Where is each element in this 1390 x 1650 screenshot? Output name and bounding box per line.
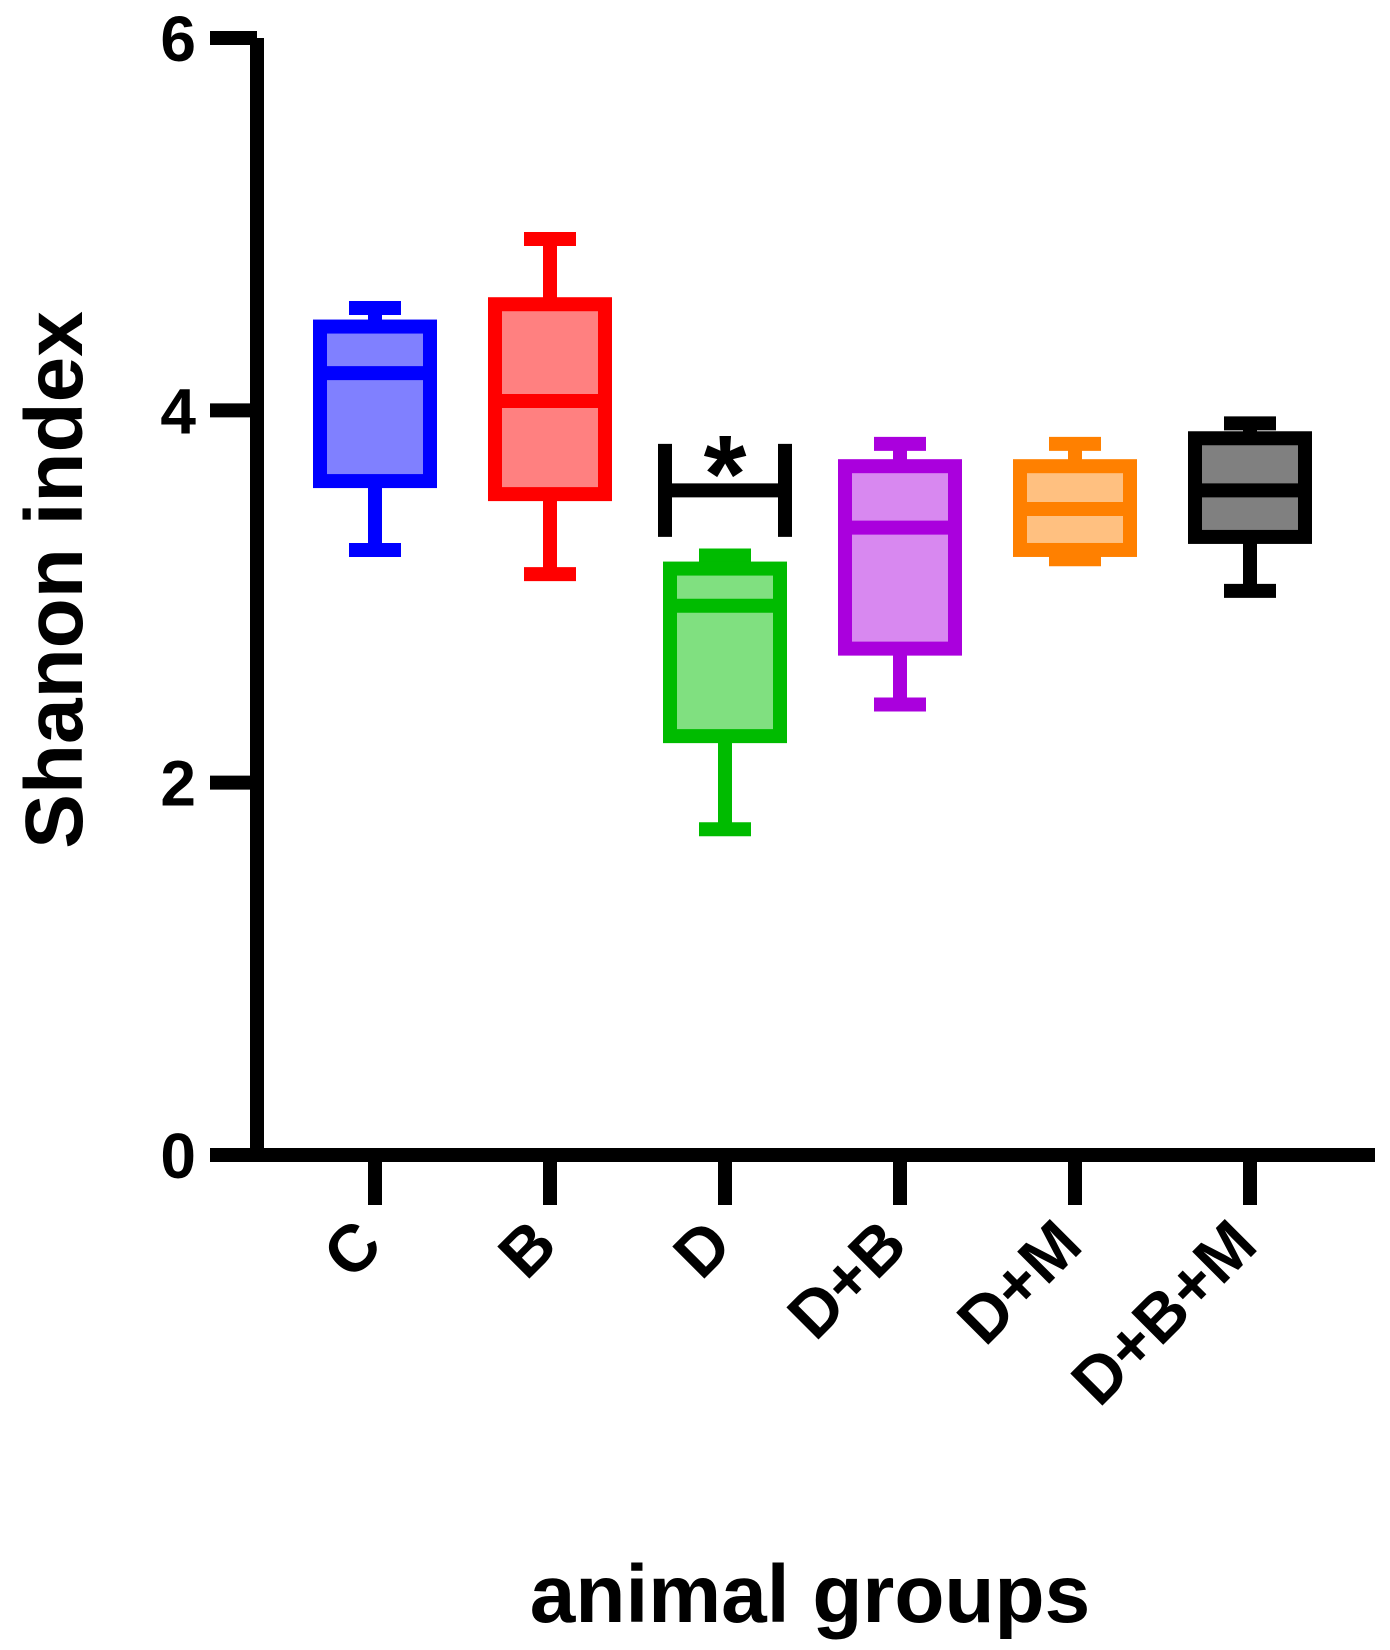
box-body	[313, 319, 437, 489]
x-tick-label-c: C	[309, 1206, 395, 1292]
box-d-plus-m	[1013, 436, 1137, 567]
box-b	[488, 232, 612, 582]
significance-asterisk: *	[704, 413, 747, 536]
y-axis-title: Shanon index	[9, 311, 100, 849]
box-body	[663, 561, 787, 744]
box-d-plus-b	[838, 436, 962, 712]
x-axis-title: animal groups	[530, 1549, 1090, 1640]
y-tick-label: 0	[160, 1120, 196, 1192]
box-body	[838, 459, 962, 656]
significance-bracket: *	[658, 413, 792, 537]
box-series	[313, 232, 1312, 837]
x-tick-label-d-plus-b: D+B	[773, 1206, 920, 1353]
annotations: *	[658, 413, 792, 537]
x-tick-label-d-plus-b-plus-m: D+B+M	[1057, 1206, 1270, 1419]
x-tick-label-d: D	[659, 1206, 745, 1292]
y-axis: 0 2 4 6	[160, 3, 264, 1192]
box-d	[663, 548, 787, 837]
x-tick-label-b: B	[484, 1206, 570, 1292]
y-tick-label: 4	[160, 375, 196, 447]
box-c	[313, 300, 437, 557]
y-tick-label: 2	[160, 748, 196, 820]
x-tick-label-d-plus-m: D+M	[943, 1206, 1095, 1358]
x-axis: C B D D+B D+MD+B+M	[210, 1148, 1375, 1419]
y-tick-label: 6	[160, 3, 196, 75]
box-d-plus-b-plus-m	[1188, 416, 1312, 598]
